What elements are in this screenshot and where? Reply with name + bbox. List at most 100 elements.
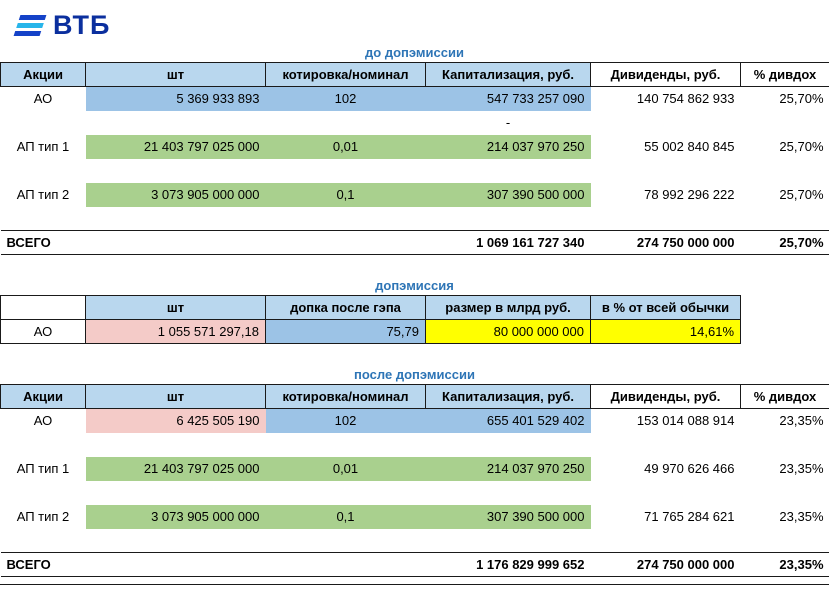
cell[interactable]: ВСЕГО: [0, 552, 86, 577]
cell[interactable]: 214 037 970 250: [425, 134, 591, 159]
column-header[interactable]: Акции: [0, 62, 86, 87]
cell[interactable]: [86, 207, 266, 231]
cell[interactable]: [266, 481, 426, 505]
cell[interactable]: 0,01: [265, 134, 426, 159]
column-header[interactable]: % дивдох: [740, 62, 829, 87]
cell[interactable]: [591, 529, 741, 553]
cell[interactable]: [266, 159, 426, 183]
cell[interactable]: 307 390 500 000: [425, 182, 591, 207]
cell[interactable]: 14,61%: [590, 319, 741, 344]
cell[interactable]: [741, 111, 829, 135]
column-header[interactable]: Дивиденды, руб.: [590, 62, 741, 87]
cell[interactable]: 547 733 257 090: [425, 86, 591, 111]
column-header[interactable]: Акции: [0, 384, 86, 409]
cell[interactable]: [1, 207, 86, 231]
cell[interactable]: [1, 433, 86, 457]
cell[interactable]: 21 403 797 025 000: [85, 134, 266, 159]
cell[interactable]: [591, 159, 741, 183]
cell[interactable]: [86, 481, 266, 505]
cell[interactable]: [86, 111, 266, 135]
cell[interactable]: 75,79: [265, 319, 426, 344]
cell[interactable]: 3 073 905 000 000: [85, 182, 266, 207]
cell[interactable]: 102: [265, 408, 426, 433]
column-header[interactable]: % дивдох: [740, 384, 829, 409]
cell[interactable]: [426, 481, 591, 505]
column-header[interactable]: Дивиденды, руб.: [590, 384, 741, 409]
cell[interactable]: АП тип 2: [16, 187, 70, 202]
cell[interactable]: 1 176 829 999 652: [425, 552, 591, 577]
cell[interactable]: [266, 529, 426, 553]
cell[interactable]: АО: [33, 413, 53, 429]
cell[interactable]: 25,70%: [740, 230, 829, 255]
cell[interactable]: 1 055 571 297,18: [85, 319, 266, 344]
column-header[interactable]: Капитализация, руб.: [425, 62, 591, 87]
cell[interactable]: [591, 207, 741, 231]
cell[interactable]: [85, 552, 266, 577]
column-header[interactable]: котировка/номинал: [265, 62, 426, 87]
cell[interactable]: 25,70%: [779, 91, 824, 107]
cell[interactable]: 0,01: [265, 456, 426, 481]
cell[interactable]: 140 754 862 933: [636, 91, 735, 107]
cell[interactable]: [1, 159, 86, 183]
cell[interactable]: 23,35%: [779, 413, 824, 429]
cell[interactable]: 0,1: [265, 504, 426, 529]
cell[interactable]: 274 750 000 000: [590, 230, 741, 255]
cell[interactable]: 71 765 284 621: [644, 509, 735, 524]
cell[interactable]: [426, 207, 591, 231]
cell[interactable]: 214 037 970 250: [425, 456, 591, 481]
cell[interactable]: 55 002 840 845: [644, 139, 735, 154]
cell[interactable]: [591, 481, 741, 505]
cell[interactable]: 153 014 088 914: [636, 413, 735, 429]
cell[interactable]: 49 970 626 466: [644, 461, 735, 476]
column-header[interactable]: в % от всей обычки: [590, 295, 741, 320]
column-header[interactable]: шт: [85, 384, 266, 409]
cell[interactable]: [265, 552, 426, 577]
cell[interactable]: [265, 230, 426, 255]
cell[interactable]: [741, 159, 829, 183]
cell[interactable]: АО: [0, 319, 86, 344]
cell[interactable]: АП тип 1: [16, 461, 70, 476]
cell[interactable]: [266, 433, 426, 457]
cell[interactable]: 0,1: [265, 182, 426, 207]
cell[interactable]: 307 390 500 000: [425, 504, 591, 529]
cell[interactable]: [591, 111, 741, 135]
cell[interactable]: [1, 111, 86, 135]
cell[interactable]: [426, 529, 591, 553]
cell[interactable]: АП тип 2: [16, 509, 70, 524]
column-header[interactable]: допка после гэпа: [265, 295, 426, 320]
cell[interactable]: [86, 159, 266, 183]
cell[interactable]: [741, 207, 829, 231]
cell[interactable]: 274 750 000 000: [590, 552, 741, 577]
column-header[interactable]: шт: [85, 62, 266, 87]
column-header[interactable]: размер в млрд руб.: [425, 295, 591, 320]
cell[interactable]: АП тип 1: [16, 139, 70, 154]
cell[interactable]: 80 000 000 000: [425, 319, 591, 344]
cell[interactable]: 23,35%: [779, 461, 824, 476]
cell[interactable]: 5 369 933 893: [85, 86, 266, 111]
column-header[interactable]: [0, 295, 86, 320]
cell[interactable]: [741, 433, 829, 457]
column-header[interactable]: котировка/номинал: [265, 384, 426, 409]
cell[interactable]: [426, 159, 591, 183]
cell[interactable]: 655 401 529 402: [425, 408, 591, 433]
cell[interactable]: 21 403 797 025 000: [85, 456, 266, 481]
cell[interactable]: [741, 529, 829, 553]
cell[interactable]: [266, 111, 426, 135]
cell[interactable]: 3 073 905 000 000: [85, 504, 266, 529]
cell[interactable]: [86, 433, 266, 457]
cell[interactable]: -: [505, 115, 511, 130]
cell[interactable]: 6 425 505 190: [85, 408, 266, 433]
cell[interactable]: [426, 433, 591, 457]
cell[interactable]: [86, 529, 266, 553]
cell[interactable]: 23,35%: [740, 552, 829, 577]
cell[interactable]: 102: [265, 86, 426, 111]
cell[interactable]: 1 069 161 727 340: [425, 230, 591, 255]
cell[interactable]: 23,35%: [779, 509, 824, 524]
cell[interactable]: АО: [33, 91, 53, 107]
cell[interactable]: [741, 481, 829, 505]
cell[interactable]: [1, 529, 86, 553]
column-header[interactable]: Капитализация, руб.: [425, 384, 591, 409]
column-header[interactable]: шт: [85, 295, 266, 320]
cell[interactable]: ВСЕГО: [0, 230, 86, 255]
cell[interactable]: 25,70%: [779, 187, 824, 202]
